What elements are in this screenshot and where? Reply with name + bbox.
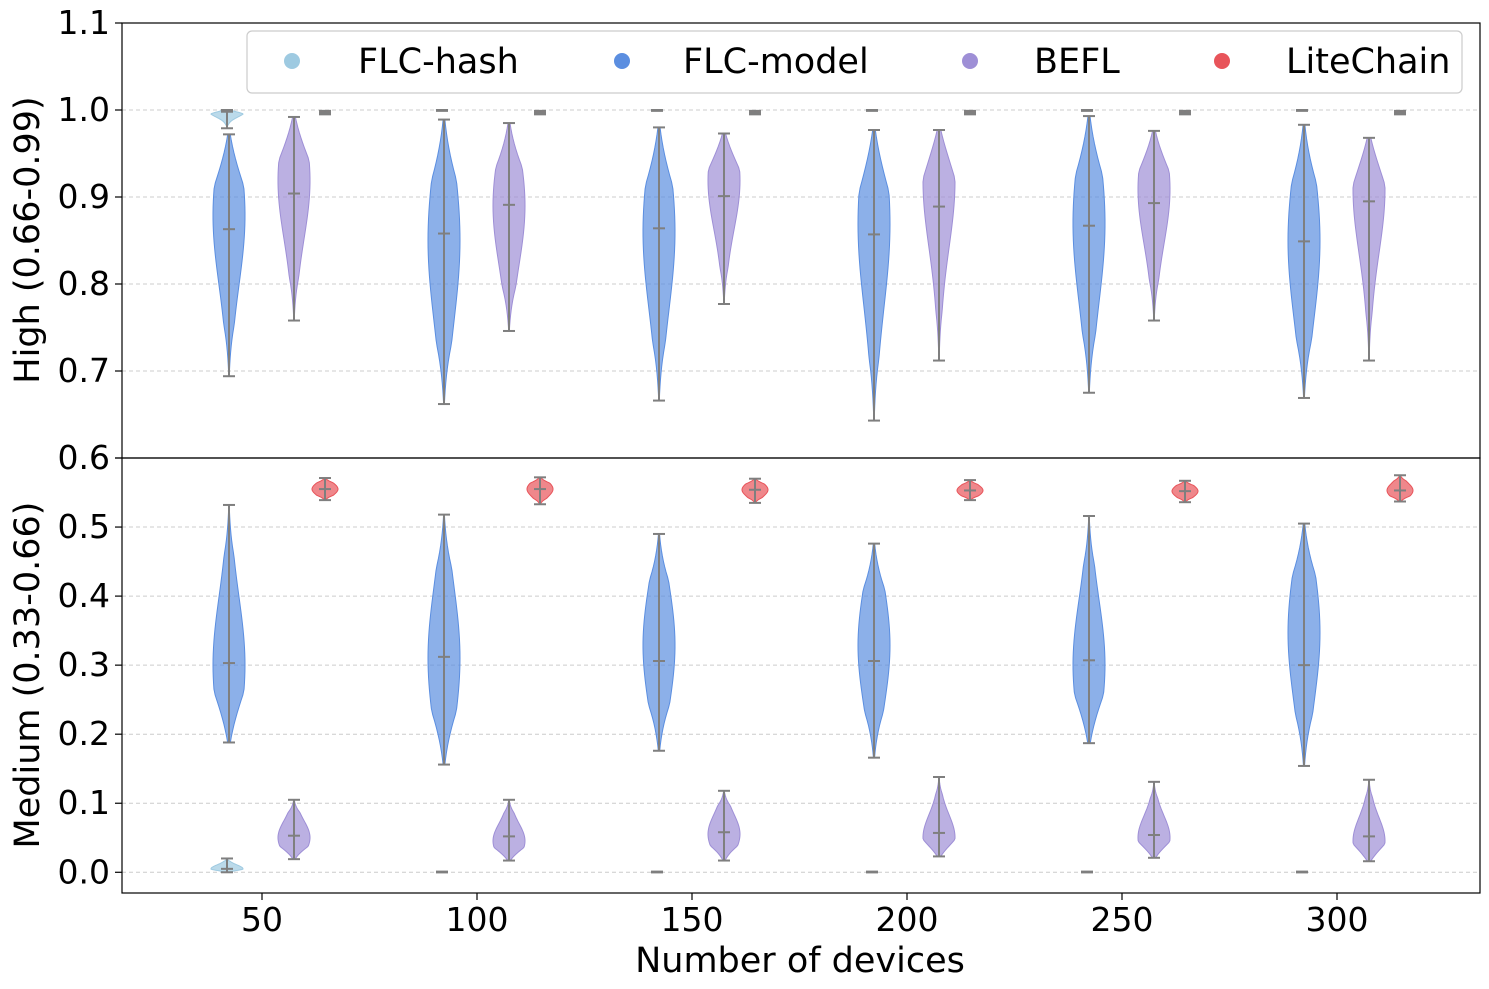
violin-layer	[210, 109, 1414, 874]
y-tick-label-bottom-0-4: 0.4	[58, 576, 110, 615]
y-tick-label-top-1-1: 1.1	[58, 3, 110, 42]
y-tick-label-bottom-0-0: 0.0	[58, 852, 110, 891]
x-tick-label-200: 200	[876, 900, 939, 939]
legend-marker-flc-hash	[284, 53, 300, 69]
legend-label-flc-hash: FLC-hash	[358, 42, 519, 82]
x-axis-title: Number of devices	[635, 941, 965, 981]
y-tick-label-top-0-6: 0.6	[58, 438, 110, 477]
y-tick-label-top-0-9: 0.9	[58, 177, 110, 216]
x-tick-label-50: 50	[241, 900, 283, 939]
y-tick-label-bottom-0-2: 0.2	[58, 714, 110, 753]
y-tick-label-top-1-0: 1.0	[58, 90, 110, 129]
bottom-panel-y-axis-title: Medium (0.33-0.66)	[8, 502, 48, 849]
y-tick-label-bottom-0-1: 0.1	[58, 783, 110, 822]
x-tick-label-300: 300	[1306, 900, 1369, 939]
tick-labels: 0.6 0.7 0.8 0.9 1.0 1.1 0.0 0.1 0.2 0.3 0.4 0.5 50 10…	[58, 3, 1369, 939]
x-tick-label-250: 250	[1091, 900, 1154, 939]
legend-marker-flc-model	[614, 53, 630, 69]
legend-label-litechain: LiteChain	[1286, 42, 1450, 82]
legend-marker-befl	[962, 53, 978, 69]
legend-marker-litechain	[1214, 53, 1230, 69]
axes-layer	[115, 22, 1481, 900]
grid-layer	[122, 109, 1480, 873]
y-tick-label-bottom-0-3: 0.3	[58, 645, 110, 684]
legend-label-befl: BEFL	[1034, 42, 1120, 82]
legend-label-flc-model: FLC-model	[683, 42, 869, 82]
legend: FLC-hash FLC-model BEFL LiteChain	[246, 30, 1463, 94]
y-tick-label-bottom-0-5: 0.5	[58, 507, 110, 546]
top-panel-y-axis-title: High (0.66-0.99)	[8, 96, 48, 383]
x-tick-label-150: 150	[661, 900, 724, 939]
y-tick-label-top-0-8: 0.8	[58, 264, 110, 303]
panel-frame-bottom	[121, 457, 1481, 894]
x-tick-label-100: 100	[446, 900, 509, 939]
legend-frame	[246, 30, 1463, 94]
y-tick-label-top-0-7: 0.7	[58, 351, 110, 390]
